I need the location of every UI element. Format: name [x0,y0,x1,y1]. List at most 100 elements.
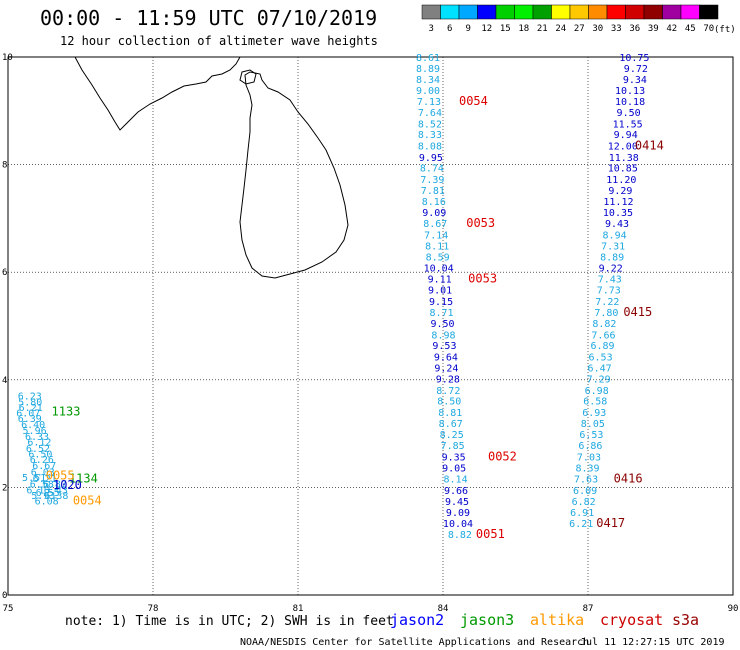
colorbar-swatch [680,4,700,20]
wave-height-value: 8.59 [426,252,450,263]
lat-tick-label: 8 [2,161,7,171]
wave-height-value: 6.43 [44,485,68,496]
pass-time-label: 0417 [596,516,625,530]
wave-height-value: 9.64 [434,352,458,363]
colorbar-tick-label: 39 [648,24,659,34]
pass-time-label: 1134 [69,472,98,486]
wave-height-value: 9.29 [608,186,632,197]
lat-tick-label: 4 [2,376,7,386]
wave-height-value: 8.71 [430,308,454,319]
wave-height-value: 8.72 [436,386,460,397]
wave-height-value: 9.43 [605,219,629,230]
wave-height-value: 6.08 [35,497,59,508]
colorbar-swatch [662,4,682,20]
colorbar-tick-label: 45 [685,24,696,34]
pass-time-label: 0052 [488,450,517,464]
wave-height-value: 8.74 [420,164,444,175]
map-frame [7,56,734,596]
colorbar-swatch [477,4,497,20]
wave-height-value: 10.04 [443,519,473,530]
wave-height-value: 9.53 [432,341,456,352]
wave-height-value: 6.09 [573,486,597,497]
wave-height-value: 6.07 [16,408,40,419]
wave-height-value: 6.82 [572,497,596,508]
wave-height-value: 6.98 [585,386,609,397]
wave-height-value: 9.00 [416,86,440,97]
wave-height-value: 8.08 [418,142,442,153]
wave-height-value: 6.38 [44,491,68,502]
wave-height-value: 10.13 [615,86,645,97]
wave-height-value: 6.53 [589,352,613,363]
wave-height-value: 8.89 [600,252,624,263]
legend-item-jason2: jason2 [390,611,444,629]
pass-time-label: 0415 [623,305,652,319]
footer-credit: NOAA/NESDIS Center for Satellite Applica… [240,637,589,648]
wave-height-value: 6.40 [21,420,45,431]
wave-height-value: 8.52 [418,119,442,130]
wave-height-value: 6.21 [33,474,57,485]
wave-height-value: 6.26 [30,455,54,466]
wave-height-value: 6.03 [31,468,55,479]
wave-height-value: 5.80 [18,398,42,409]
wave-height-value: 7.03 [577,453,601,464]
wave-height-value: 6.21 [569,519,593,530]
wave-height-value: 7.13 [417,97,441,108]
wave-height-value: 7.39 [420,175,444,186]
wave-height-value: 10.75 [619,53,649,64]
wave-height-value: 7.31 [601,242,625,253]
colorbar-tick-label: 70 [703,24,714,34]
colorbar-tick-label: 27 [574,24,585,34]
wave-height-value: 8.05 [581,419,605,430]
wave-height-value: 6.53 [579,430,603,441]
wave-height-value: 9.66 [444,486,468,497]
colorbar-tick-label: 12 [481,24,492,34]
colorbar-tick-label: 3 [429,24,434,34]
wave-height-value: 8.89 [416,64,440,75]
pass-time-label: 1133 [52,404,81,418]
wave-height-value: 8.14 [444,475,468,486]
wave-height-value: 10.18 [615,97,645,108]
wave-height-value: 7.66 [591,330,615,341]
page-subtitle: 12 hour collection of altimeter wave hei… [60,34,378,48]
colorbar-swatch [625,4,645,20]
wave-height-value: 6.47 [588,364,612,375]
pass-time-label: 0051 [476,527,505,541]
wave-height-value: 6.67 [32,461,56,472]
lon-tick-label: 75 [3,604,14,614]
wave-height-value: 6.91 [570,508,594,519]
wave-height-value: 9.01 [428,286,452,297]
wave-height-value: 8.61 [416,53,440,64]
pass-time-label: 0055 [46,468,75,482]
jaffna-outline [239,69,257,85]
pass-time-label: 0054 [73,494,102,508]
lat-tick-label: 10 [2,53,13,63]
colorbar-swatch [643,4,663,20]
wave-height-value: 9.72 [624,64,648,75]
wave-height-value: 8.67 [423,219,447,230]
wave-height-value: 12.00 [608,142,638,153]
wave-height-value: 6.50 [28,449,52,460]
wave-height-value: 6.89 [590,341,614,352]
wave-height-value: 9.95 [419,153,443,164]
colorbar-swatch [440,4,460,20]
colorbar-tick-label: 30 [592,24,603,34]
wave-height-value: 9.05 [442,463,466,474]
wave-height-value: 8.39 [575,463,599,474]
colorbar-swatch [551,4,571,20]
wave-height-value: 11.38 [609,153,639,164]
wave-height-value: 7.43 [598,274,622,285]
wave-height-value: 8.82 [592,319,616,330]
wave-height-value: 8.33 [418,130,442,141]
wave-height-value: 9.45 [445,497,469,508]
lat-tick-label: 6 [2,268,7,278]
wave-height-value: 11.12 [603,197,633,208]
time-label-layer: 0054 0053 0053 0052 0051 0414 0415 0416 0417 1133… [46,94,664,541]
colorbar-tick-label: 18 [518,24,529,34]
legend-item-s3a: s3a [672,611,699,629]
wave-height-value: 6.93 [582,408,606,419]
pass-time-label: 0053 [466,216,495,230]
wave-height-value: 7.64 [418,108,442,119]
wave-height-value: 9.34 [623,75,647,86]
wave-height-value: 7.63 [574,475,598,486]
wave-height-value: 6.58 [583,397,607,408]
